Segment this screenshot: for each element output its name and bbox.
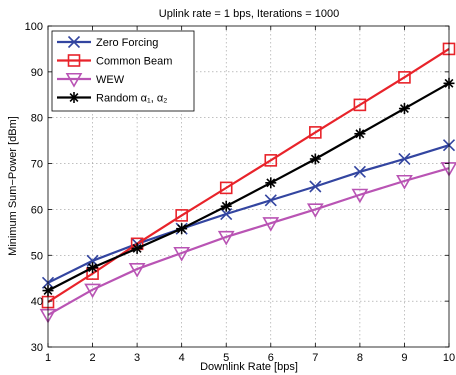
y-tick-label: 50 — [31, 250, 43, 262]
y-tick-label: 40 — [31, 296, 43, 308]
data-point-marker — [131, 242, 143, 254]
series-line — [47, 82, 450, 292]
y-tick-label: 60 — [31, 204, 43, 216]
data-point-marker — [175, 209, 188, 222]
x-tick-label: 3 — [134, 352, 140, 364]
x-tick-label: 8 — [357, 352, 363, 364]
y-tick-label: 30 — [31, 342, 43, 354]
data-point-marker — [68, 92, 80, 103]
x-tick-label: 2 — [89, 352, 95, 364]
data-point-marker — [84, 283, 101, 299]
plot-frame — [47, 25, 450, 348]
data-point-marker — [262, 217, 280, 232]
data-point-marker — [353, 98, 367, 112]
legend-label: Zero Forcing — [96, 37, 158, 49]
legend-entry: Zero Forcing — [57, 35, 158, 49]
x-tick-label: 4 — [179, 352, 185, 364]
legend-label: Random α₁, α₂ — [96, 93, 167, 105]
chart-title: Uplink rate = 1 bps, Iterations = 1000 — [159, 8, 339, 20]
series-line — [47, 144, 450, 284]
legend-entry: Common Beam — [57, 54, 172, 68]
legend-entry: WEW — [57, 72, 125, 88]
data-point-marker — [398, 103, 410, 115]
data-point-marker — [176, 223, 188, 235]
data-point-marker — [396, 174, 413, 190]
data-point-marker — [398, 152, 411, 166]
x-tick-label: 5 — [223, 352, 229, 364]
legend: Zero Forcing Common Beam WEW Random α₁, α₂ — [51, 30, 195, 112]
x-tick-label: 7 — [312, 352, 318, 364]
y-axis-label: Minimum Sum−Power [dBm] — [7, 116, 19, 256]
data-point-marker — [309, 180, 322, 193]
data-point-marker — [354, 128, 366, 140]
data-point-marker — [306, 203, 324, 219]
x-tick-label: 1 — [45, 352, 51, 364]
data-point-marker — [220, 207, 233, 221]
data-point-marker — [128, 262, 146, 278]
ticks: 1 2 3 4 5 6 7 8 9 10 30 40 50 60 70 80 90 100 — [25, 21, 455, 364]
data-point-marker — [351, 188, 369, 204]
series-2 — [39, 162, 456, 324]
data-point-marker — [264, 194, 277, 207]
legend-label: WEW — [96, 74, 125, 86]
data-point-marker — [173, 246, 191, 262]
data-point-marker — [67, 54, 81, 67]
y-tick-label: 90 — [31, 67, 43, 79]
data-point-marker — [398, 71, 411, 84]
data-point-marker — [353, 165, 366, 178]
y-tick-label: 70 — [31, 159, 43, 171]
x-axis-label: Downlink Rate [bps] — [200, 361, 298, 373]
data-point-marker — [219, 181, 233, 195]
series-layer — [39, 42, 456, 324]
data-point-marker — [217, 230, 235, 246]
x-tick-label: 10 — [443, 352, 455, 364]
series-line — [47, 167, 450, 316]
series-3 — [42, 77, 455, 297]
legend-entry: Random α₁, α₂ — [57, 92, 167, 105]
y-tick-label: 80 — [31, 113, 43, 125]
x-tick-label: 9 — [401, 352, 407, 364]
data-point-marker — [67, 35, 81, 49]
data-point-marker — [309, 126, 322, 139]
data-point-marker — [65, 72, 83, 88]
x-tick-label: 6 — [268, 352, 274, 364]
data-point-marker — [309, 153, 321, 165]
data-point-marker — [220, 200, 232, 212]
data-point-marker — [264, 154, 278, 167]
legend-label: Common Beam — [96, 56, 172, 68]
data-point-marker — [87, 262, 99, 274]
y-tick-label: 100 — [25, 21, 43, 33]
data-point-marker — [265, 177, 277, 189]
